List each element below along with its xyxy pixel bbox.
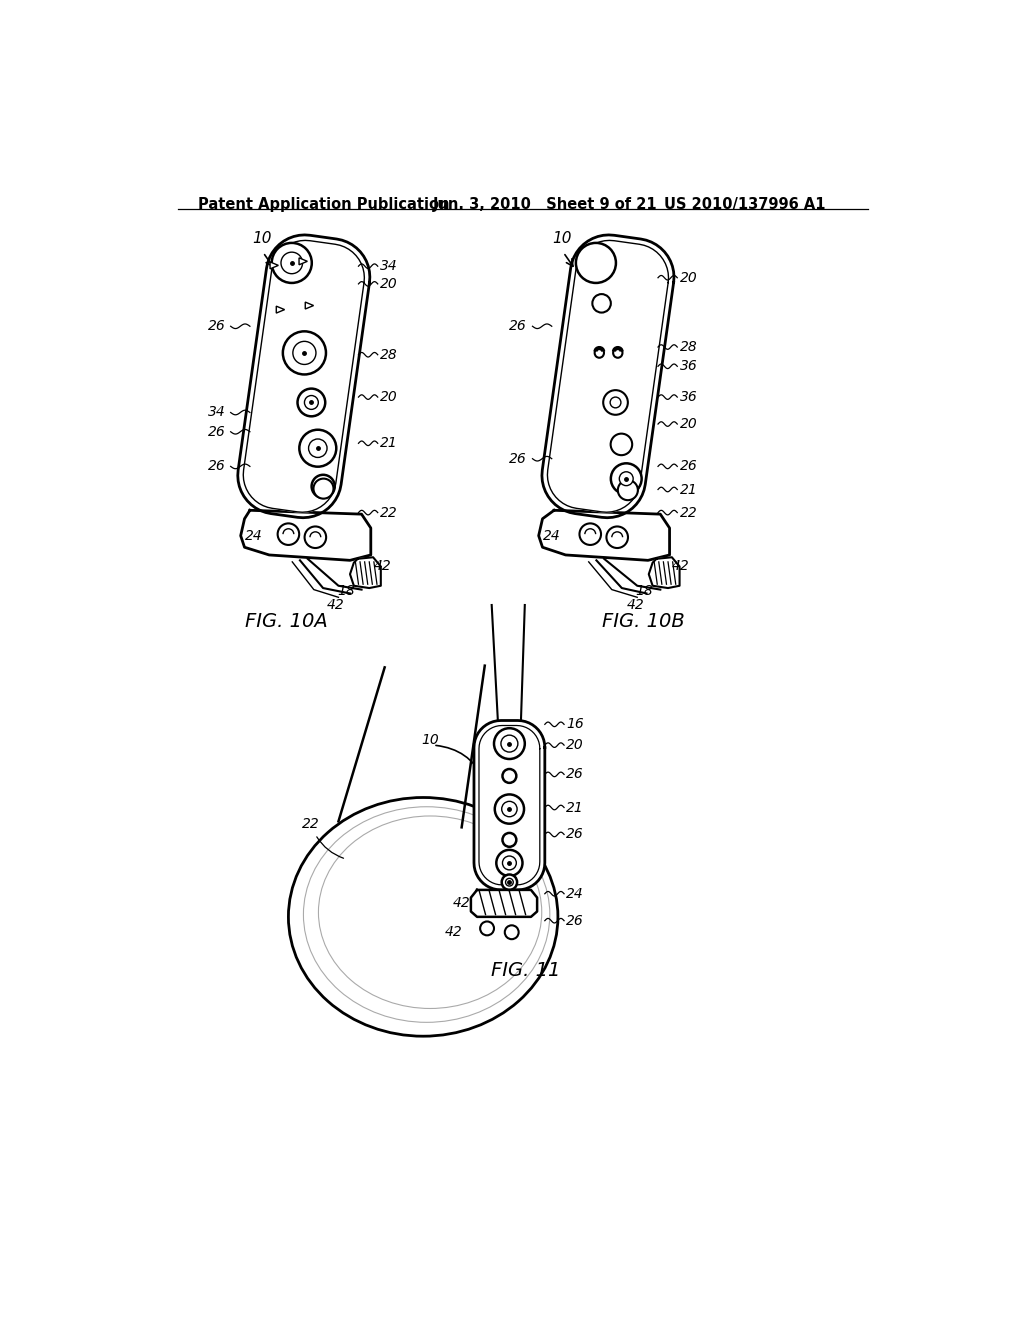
Text: 21: 21 [566,800,584,814]
Circle shape [617,480,638,500]
Polygon shape [270,261,279,269]
Text: 26: 26 [680,459,697,474]
Circle shape [503,833,516,847]
Text: FIG. 11: FIG. 11 [490,961,560,981]
Circle shape [503,857,516,870]
Circle shape [281,252,302,273]
Circle shape [606,527,628,548]
Text: 10: 10 [422,733,439,747]
Text: 16: 16 [566,717,584,731]
Circle shape [293,342,316,364]
Circle shape [494,729,525,759]
Text: 42: 42 [628,598,645,612]
Polygon shape [474,721,545,890]
Polygon shape [244,240,365,512]
Polygon shape [238,235,370,517]
Text: 26: 26 [208,425,225,438]
Text: 42: 42 [672,560,689,573]
Text: 28: 28 [680,341,697,354]
Text: 10: 10 [252,231,271,246]
Circle shape [501,735,518,752]
Circle shape [308,440,327,458]
Text: 42: 42 [444,925,463,939]
Polygon shape [350,557,381,589]
Polygon shape [548,240,669,512]
Polygon shape [649,557,680,589]
Circle shape [502,874,517,890]
Text: 42: 42 [327,598,345,612]
Circle shape [575,243,615,282]
Text: 26: 26 [208,319,225,333]
Polygon shape [471,890,538,917]
Circle shape [580,524,601,545]
Circle shape [620,471,633,486]
Text: 24: 24 [566,887,584,900]
Circle shape [304,396,318,409]
Text: 28: 28 [380,347,397,362]
Circle shape [611,463,642,494]
Text: 26: 26 [509,451,527,466]
Circle shape [313,479,334,499]
Text: 26: 26 [566,767,584,781]
Text: 22: 22 [680,506,697,520]
Circle shape [271,243,311,282]
Text: 20: 20 [566,738,584,752]
Circle shape [278,524,299,545]
Circle shape [502,801,517,817]
Ellipse shape [289,797,558,1036]
Text: 42: 42 [453,896,470,909]
Text: 21: 21 [380,437,397,450]
Polygon shape [539,511,670,561]
Text: 21: 21 [680,483,697,496]
Circle shape [283,331,326,375]
Text: 26: 26 [566,913,584,928]
Polygon shape [241,511,371,561]
Circle shape [506,878,513,886]
Circle shape [497,850,522,876]
Text: 20: 20 [380,277,397,290]
Text: 36: 36 [680,391,697,404]
Polygon shape [299,257,307,265]
Polygon shape [305,302,313,309]
Circle shape [592,294,611,313]
Circle shape [480,921,494,936]
Text: 26: 26 [208,459,225,474]
Text: US 2010/137996 A1: US 2010/137996 A1 [665,197,825,213]
Text: 34: 34 [208,405,225,420]
Circle shape [304,527,326,548]
Text: 24: 24 [245,528,262,543]
Polygon shape [542,235,674,517]
Circle shape [503,770,516,783]
Text: 42: 42 [374,560,391,573]
Ellipse shape [595,348,604,358]
Circle shape [603,391,628,414]
Text: 18: 18 [337,583,354,598]
Circle shape [298,388,326,416]
Circle shape [505,925,518,940]
Ellipse shape [613,348,623,358]
Text: 10: 10 [553,231,572,246]
Text: Patent Application Publication: Patent Application Publication [199,197,450,213]
Text: FIG. 10B: FIG. 10B [602,611,685,631]
Text: 36: 36 [680,359,697,374]
Text: 24: 24 [543,528,560,543]
Text: 18: 18 [635,583,652,598]
Circle shape [610,433,632,455]
Circle shape [610,397,621,408]
Text: 20: 20 [680,417,697,432]
Text: Jun. 3, 2010   Sheet 9 of 21: Jun. 3, 2010 Sheet 9 of 21 [432,197,657,213]
Circle shape [299,430,336,467]
Text: 34: 34 [380,259,397,273]
Text: 26: 26 [566,828,584,841]
Text: FIG. 10A: FIG. 10A [245,611,328,631]
Text: 26: 26 [509,319,527,333]
Circle shape [311,475,335,498]
Polygon shape [479,726,540,884]
Text: 20: 20 [680,271,697,285]
Text: 20: 20 [380,391,397,404]
Text: 22: 22 [380,506,397,520]
Polygon shape [276,306,285,313]
Text: 22: 22 [301,817,319,832]
Circle shape [495,795,524,824]
